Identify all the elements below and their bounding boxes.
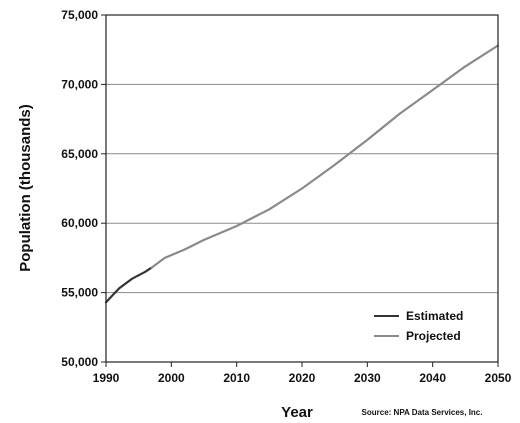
y-axis-label: Population (thousands)	[17, 104, 34, 271]
y-tick-label-1: 55,000	[61, 286, 98, 300]
y-tick-label-3: 65,000	[61, 147, 98, 161]
data-series	[104, 44, 500, 304]
source-note: Source: NPA Data Services, Inc.	[362, 408, 483, 417]
grid-lines	[106, 83, 498, 294]
y-tick-label-2: 60,000	[61, 216, 98, 230]
x-tick-label-2: 2010	[223, 371, 250, 385]
x-axis-label: Year	[281, 404, 313, 421]
legend-label-estimated: Estimated	[406, 309, 463, 323]
legend-label-projected: Projected	[406, 329, 461, 343]
x-tick-label-3: 2020	[289, 371, 316, 385]
plot-frame	[105, 14, 499, 363]
legend: Estimated Projected	[374, 309, 463, 343]
x-tick-label-5: 2040	[419, 371, 446, 385]
x-tick-label-4: 2030	[354, 371, 381, 385]
series-line-estimated	[104, 266, 153, 304]
x-tick-label-0: 1990	[93, 371, 120, 385]
y-tick-label-4: 70,000	[61, 77, 98, 91]
axis-ticks: 50,000 55,000 60,000 65,000 70,000 75,000 1990…	[61, 8, 511, 385]
x-tick-label-1: 2000	[158, 371, 185, 385]
y-tick-label-0: 50,000	[61, 355, 98, 369]
x-tick-label-6: 2050	[485, 371, 512, 385]
series-line-projected	[150, 44, 500, 269]
y-tick-label-5: 75,000	[61, 8, 98, 22]
